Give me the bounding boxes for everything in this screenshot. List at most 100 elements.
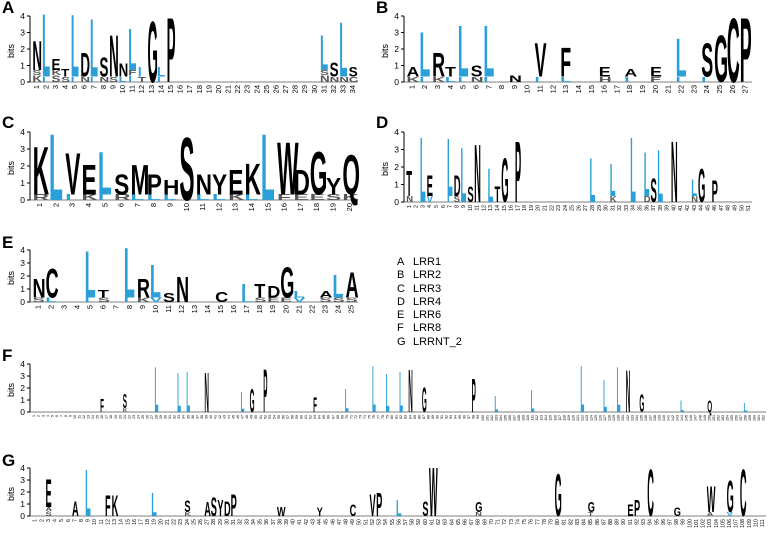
logo-letter: Y	[317, 506, 323, 519]
logo-letter: P	[634, 495, 640, 521]
logo-letter: G	[475, 499, 482, 516]
logo-letter-minor: S	[319, 297, 331, 304]
logo-letter: L	[691, 174, 697, 202]
x-tick-label: 30	[224, 519, 230, 525]
x-tick-label: 12	[137, 85, 146, 93]
x-tick-label: 32	[329, 85, 338, 93]
x-tick-label: 23	[556, 205, 562, 211]
x-tick-label: 40	[671, 205, 677, 211]
logo-letter: L	[155, 353, 159, 426]
x-tick-label: 9	[461, 205, 467, 208]
x-tick-label: 83	[575, 519, 581, 525]
x-tick-label: 29	[159, 415, 163, 419]
x-tick-label: 5	[434, 205, 440, 208]
x-tick-label: 12	[481, 205, 487, 211]
x-tick-label: 39	[665, 205, 671, 211]
logo-letter: L	[644, 139, 650, 210]
logo-letter: P	[472, 370, 476, 423]
logo-letter: E	[599, 65, 611, 80]
logo-letter: C	[215, 290, 228, 306]
logo-letter: N	[119, 61, 129, 82]
logo-letter-minor: I	[98, 193, 104, 202]
logo-letter: T	[98, 288, 109, 300]
logo-letter-minor: N	[320, 75, 330, 85]
y-tick-label: 0	[20, 195, 25, 205]
logo-letter-minor: S	[345, 297, 357, 304]
logo-letter: L	[42, 0, 50, 96]
x-tick-label: 70	[345, 415, 349, 419]
x-tick-label: 7	[59, 415, 63, 417]
x-tick-label: 157	[739, 415, 743, 421]
x-tick-label: 24	[702, 85, 711, 93]
logo-letter: D	[293, 163, 309, 202]
logo-letter: L	[447, 123, 453, 214]
x-tick-label: 149	[703, 415, 707, 421]
logo-letter-minor: L	[147, 193, 161, 202]
x-tick-label: 71	[496, 519, 502, 525]
x-tick-label: 6	[471, 85, 480, 89]
logo-letter: T	[254, 281, 265, 303]
logo-letter-minor: R	[114, 193, 130, 202]
logo-letter: Y	[212, 170, 227, 201]
x-tick-label: 23	[178, 519, 184, 525]
logo-letter: G	[698, 159, 705, 213]
x-tick-label: 7	[112, 305, 121, 309]
x-tick-label: 69	[482, 519, 488, 525]
x-tick-label: 16	[280, 203, 289, 211]
logo-letter-minor: I	[90, 76, 94, 84]
logo-letter-minor: I	[676, 75, 681, 83]
x-tick-label: 53	[268, 415, 272, 419]
x-tick-label: 8	[99, 85, 108, 89]
x-tick-label: 13	[190, 305, 199, 313]
logo-panel-d: bits 0 1 2 3 4 1 2 3 4 5 6 7 8 9 10 11 12 13 14 15 16 17 18 19 20…	[380, 119, 754, 222]
x-tick-label: 152	[716, 415, 720, 421]
logo-letter: F	[313, 394, 317, 417]
logo-letter: G	[280, 260, 294, 308]
x-tick-label: 22	[127, 415, 131, 419]
x-tick-label: 17	[242, 305, 251, 313]
logo-letter: L	[98, 139, 112, 208]
x-tick-label: 13	[87, 415, 91, 419]
x-tick-label: 4	[446, 85, 455, 89]
logo-letter: P	[740, 0, 752, 101]
x-tick-label: 102	[701, 519, 707, 528]
x-tick-label: 31	[610, 205, 616, 211]
logo-letter-minor: A	[45, 506, 52, 513]
x-tick-label: 19	[268, 305, 277, 313]
logo-letter: G	[501, 145, 508, 216]
logo-letter: L	[657, 135, 663, 219]
logo-letter: Q	[342, 145, 360, 208]
x-tick-label: 11	[99, 519, 105, 525]
logo-letter: D	[267, 283, 280, 302]
logo-letter: L	[150, 256, 161, 309]
x-tick-label: 110	[526, 415, 530, 421]
x-tick-label: 57	[286, 415, 290, 419]
x-tick-label: 86	[595, 519, 601, 525]
x-tick-label: 69	[340, 415, 344, 419]
y-tick-label: 3	[20, 28, 25, 38]
x-tick-label: 57	[403, 519, 409, 525]
logo-letter-minor: N	[330, 76, 340, 84]
logo-letter: N	[176, 270, 189, 310]
x-tick-label: 114	[544, 415, 548, 421]
logo-letter: L	[372, 353, 376, 428]
logo-letter: F	[105, 489, 111, 523]
logo-letter: C	[740, 457, 747, 531]
logo-letter: C	[647, 457, 654, 531]
x-tick-label: 4	[73, 305, 82, 309]
x-tick-label: 21	[165, 519, 171, 525]
logo-panel-f: bits 0 1 2 3 4 1 2 3 4 5 6 7 8 9 10 11 12 13 14 15 16 17 18 19 20…	[6, 353, 768, 427]
x-tick-label: 4	[61, 85, 70, 89]
x-tick-label: 8	[64, 415, 68, 417]
x-tick-label: 12	[214, 203, 223, 211]
x-tick-label: 123	[585, 415, 589, 421]
x-tick-label: 85	[588, 519, 594, 525]
y-tick-label: 1	[20, 395, 25, 405]
x-tick-label: 21	[294, 305, 303, 313]
legend-item: F LRR8	[397, 322, 442, 335]
y-tick-label: 1	[20, 61, 25, 71]
y-tick-label: 1	[394, 61, 399, 71]
x-tick-label: 129	[612, 415, 616, 421]
logo-letter-minor: K	[82, 193, 99, 202]
x-tick-label: 98	[674, 519, 680, 525]
